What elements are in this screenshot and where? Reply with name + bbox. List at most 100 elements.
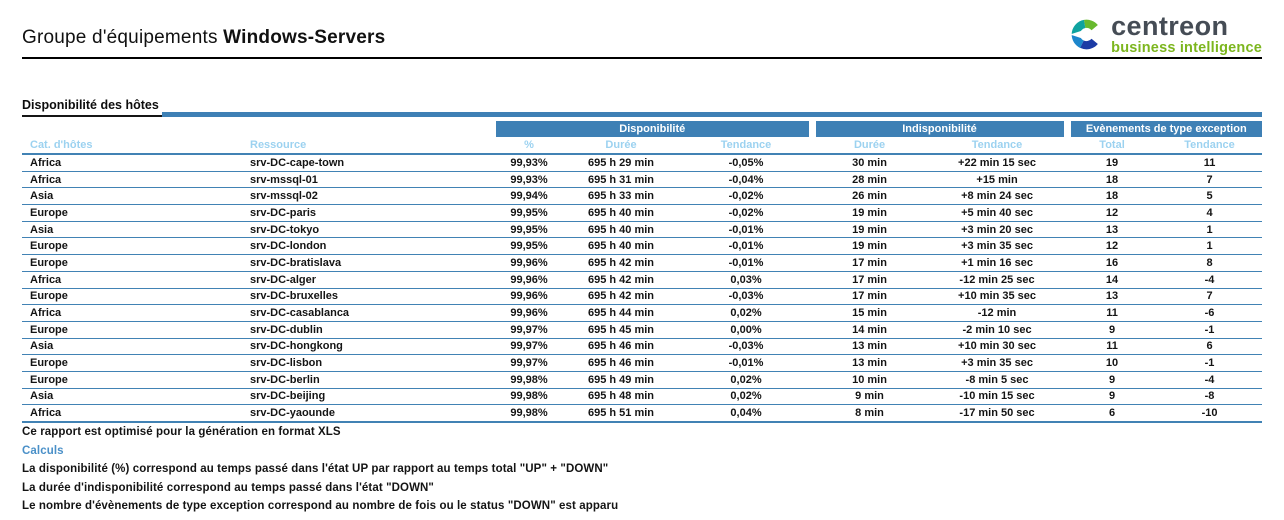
table-cell: 695 h 48 min: [562, 388, 680, 406]
table-cell: 695 h 42 min: [562, 288, 680, 306]
table-cell: srv-DC-hongkong: [250, 338, 496, 356]
table-row: Asia srv-DC-tokyo 99,95% 695 h 40 min -0,01%…: [22, 221, 1263, 239]
group-header-disponibilite: Disponibilité: [496, 121, 813, 137]
table-cell: 99,97%: [496, 321, 562, 339]
centreon-logo-text: centreon business intelligence: [1111, 13, 1262, 56]
table-cell: Europe: [22, 254, 250, 272]
table-body: Africa srv-DC-cape-town 99,93% 695 h 29 min…: [22, 154, 1263, 424]
table-cell: 99,98%: [496, 371, 562, 389]
section-title: Disponibilité des hôtes: [22, 98, 162, 117]
availability-table: Disponibilité Indisponibilité Evènements…: [22, 121, 1263, 424]
table-cell: +3 min 20 sec: [927, 221, 1068, 239]
table-row: Europe srv-DC-bratislava 99,96% 695 h 42 mi…: [22, 254, 1263, 272]
footnote-exceptions: Le nombre d'évènements de type exception…: [22, 500, 619, 512]
table-cell: 7: [1157, 171, 1263, 189]
table-cell: -0,01%: [680, 221, 813, 239]
table-cell: 695 h 31 min: [562, 171, 680, 189]
table-cell: Europe: [22, 237, 250, 256]
footnote-xls: Ce rapport est optimisé pour la générati…: [22, 426, 341, 438]
table-cell: 19 min: [812, 221, 928, 239]
table-cell: 99,96%: [496, 271, 562, 289]
table-cell: -10 min 15 sec: [927, 388, 1068, 406]
table-cell: Africa: [22, 304, 250, 322]
table-cell: srv-DC-lisbon: [250, 354, 496, 372]
table-cell: 99,97%: [496, 354, 562, 372]
table-cell: 17 min: [812, 288, 928, 306]
table-cell: +10 min 30 sec: [927, 338, 1068, 356]
table-cell: 695 h 42 min: [562, 254, 680, 272]
table-cell: srv-mssql-02: [250, 187, 496, 206]
table-cell: 14: [1067, 271, 1158, 289]
table-cell: 11: [1157, 154, 1263, 172]
table-cell: 695 h 42 min: [562, 271, 680, 289]
table-cell: 19: [1067, 154, 1158, 172]
table-cell: 1: [1157, 237, 1263, 256]
table-cell: 9: [1067, 388, 1158, 406]
table-cell: 19 min: [812, 237, 928, 256]
table-cell: -0,01%: [680, 237, 813, 256]
table-cell: -12 min: [927, 304, 1068, 322]
table-cell: +3 min 35 sec: [927, 354, 1068, 372]
table-cell: 99,95%: [496, 237, 562, 256]
table-cell: 13 min: [812, 338, 928, 356]
table-cell: -1: [1157, 321, 1263, 339]
table-cell: -17 min 50 sec: [927, 404, 1068, 424]
table-cell: -12 min 25 sec: [927, 271, 1068, 289]
table-cell: Africa: [22, 404, 250, 424]
table-cell: -0,03%: [680, 288, 813, 306]
table-cell: 695 h 40 min: [562, 204, 680, 222]
table-cell: -4: [1157, 371, 1263, 389]
table-row: Europe srv-DC-london 99,95% 695 h 40 min -0,…: [22, 237, 1263, 256]
report-footnotes: Ce rapport est optimisé pour la générati…: [22, 426, 1262, 512]
table-cell: -0,05%: [680, 154, 813, 172]
table-cell: srv-DC-dublin: [250, 321, 496, 339]
table-cell: -0,03%: [680, 338, 813, 356]
table-row: Africa srv-mssql-01 99,93% 695 h 31 min -0,0…: [22, 171, 1263, 189]
table-cell: -1: [1157, 354, 1263, 372]
table-cell: 6: [1157, 338, 1263, 356]
table-row: Asia srv-DC-beijing 99,98% 695 h 48 min 0,02…: [22, 388, 1263, 406]
table-cell: -0,04%: [680, 171, 813, 189]
footnote-indisponibilite: La durée d'indisponibilité correspond au…: [22, 481, 434, 494]
table-cell: 8: [1157, 254, 1263, 272]
table-cell: 0,00%: [680, 321, 813, 339]
table-cell: Asia: [22, 338, 250, 356]
group-header-exceptions: Evènements de type exception: [1063, 121, 1263, 137]
centreon-wordmark: centreon: [1111, 11, 1229, 41]
table-cell: 9 min: [812, 388, 928, 406]
table-cell: 695 h 29 min: [562, 154, 680, 172]
column-header-cat-hotes: Cat. d'hôtes: [22, 137, 250, 155]
group-header-spacer: [22, 121, 496, 137]
centreon-logo: centreon business intelligence: [1069, 13, 1262, 56]
table-cell: 99,96%: [496, 288, 562, 306]
table-cell: 0,04%: [680, 404, 813, 424]
table-cell: Europe: [22, 371, 250, 389]
centreon-tagline: business intelligence: [1111, 40, 1262, 56]
table-cell: 0,02%: [680, 304, 813, 322]
column-header-tendance-indispo: Tendance: [927, 137, 1068, 155]
table-row: Africa srv-DC-casablanca 99,96% 695 h 44 mi…: [22, 304, 1263, 322]
column-header-pct: %: [496, 137, 562, 155]
table-cell: Europe: [22, 354, 250, 372]
table-cell: +10 min 35 sec: [927, 288, 1068, 306]
table-cell: +22 min 15 sec: [927, 154, 1068, 172]
table-cell: 695 h 44 min: [562, 304, 680, 322]
table-cell: 7: [1157, 288, 1263, 306]
table-cell: 8 min: [812, 404, 928, 424]
table-cell: -4: [1157, 271, 1263, 289]
section-title-rule: [161, 112, 1262, 117]
table-cell: 10 min: [812, 371, 928, 389]
table-cell: Asia: [22, 187, 250, 206]
table-cell: -0,01%: [680, 354, 813, 372]
table-cell: Africa: [22, 154, 250, 172]
table-row: Africa srv-DC-alger 99,96% 695 h 42 min 0,03…: [22, 271, 1263, 289]
table-cell: 12: [1067, 237, 1158, 256]
table-cell: srv-DC-beijing: [250, 388, 496, 406]
table-cell: 16: [1067, 254, 1158, 272]
table-cell: 10: [1067, 354, 1158, 372]
table-cell: 13: [1067, 288, 1158, 306]
table-cell: 99,98%: [496, 404, 562, 424]
table-cell: -0,02%: [680, 187, 813, 206]
table-cell: 28 min: [812, 171, 928, 189]
column-header-tendance-dispo: Tendance: [680, 137, 813, 155]
